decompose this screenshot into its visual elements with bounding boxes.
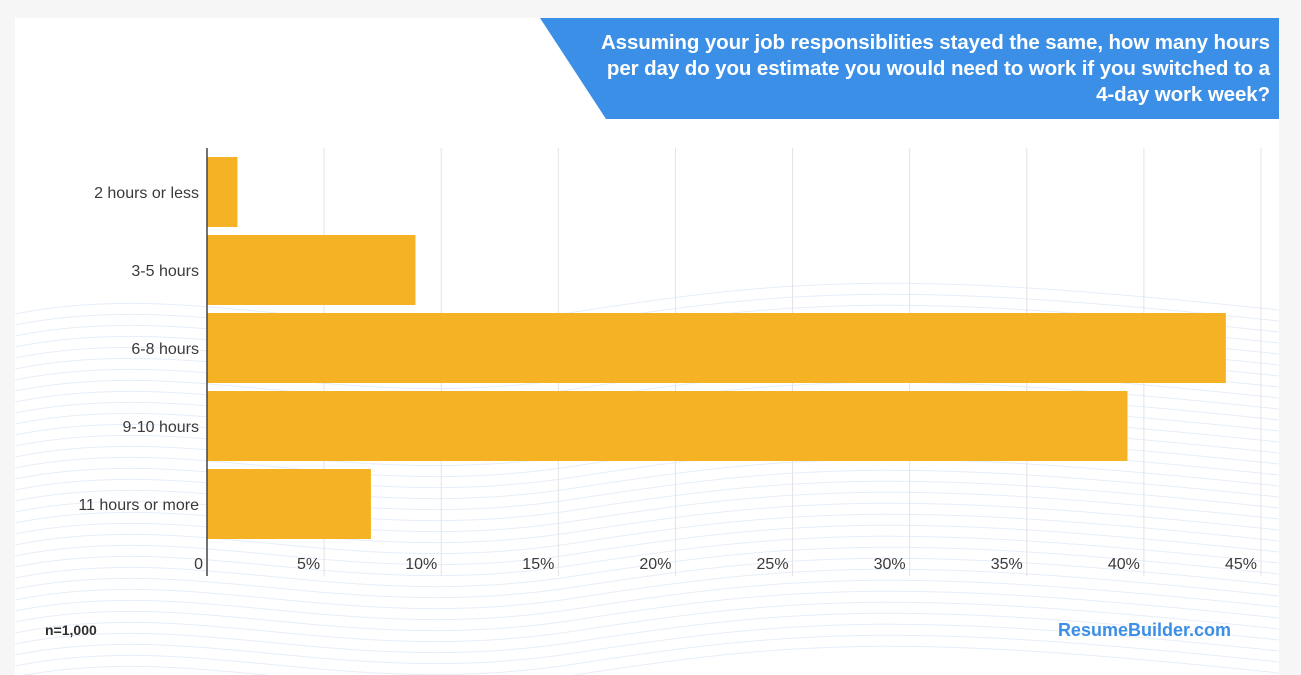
title-banner: Assuming your job responsiblities stayed… [540,18,1279,119]
sample-size-note: n=1,000 [45,622,97,638]
x-tick-labels: 0 5% 10% 15% 20% 25% 30% 35% 40% 45% [194,556,1257,573]
wave-line [15,568,1279,610]
chart-title: Assuming your job responsiblities stayed… [600,31,1270,106]
category-label: 9-10 hours [123,419,200,436]
chart-card: Assuming your job responsiblities stayed… [15,18,1279,675]
x-tick-label: 45% [1225,556,1257,573]
wave-line [15,546,1279,588]
wave-line [15,612,1279,654]
bar [207,235,416,305]
wave-line [15,491,1279,533]
category-labels: 2 hours or less 3-5 hours 6-8 hours 9-10 ho… [78,185,199,514]
wave-line [15,469,1279,511]
bars [207,157,1226,539]
x-tick-label: 10% [405,556,437,573]
x-tick-label: 40% [1108,556,1140,573]
category-label: 11 hours or more [78,497,199,514]
wave-line [15,535,1279,577]
wave-line [15,282,1279,324]
category-label: 3-5 hours [131,263,199,280]
brand-logo-text: ResumeBuilder.com [1057,620,1231,640]
wave-line [15,513,1279,555]
title-banner-shape [540,18,1279,119]
bar [207,391,1128,461]
wave-line [15,458,1279,500]
wave-line [15,557,1279,599]
bar [207,157,238,227]
x-tick-label: 5% [297,556,320,573]
wave-line [15,634,1279,675]
bar [207,469,371,539]
x-tick-label: 15% [522,556,554,573]
x-tick-label: 30% [874,556,906,573]
x-tick-label: 20% [639,556,671,573]
wave-line [15,480,1279,522]
wave-line [15,579,1279,621]
wave-line [15,623,1279,665]
x-tick-label: 0 [194,556,203,573]
category-label: 6-8 hours [131,341,199,358]
bar [207,313,1226,383]
wave-line [15,590,1279,632]
wave-line [15,502,1279,544]
category-label: 2 hours or less [94,185,199,202]
wave-line [15,524,1279,566]
bar-chart: 2 hours or less 3-5 hours 6-8 hours 9-10 ho… [78,148,1262,576]
x-tick-label: 25% [757,556,789,573]
x-tick-label: 35% [991,556,1023,573]
wave-line [15,601,1279,643]
